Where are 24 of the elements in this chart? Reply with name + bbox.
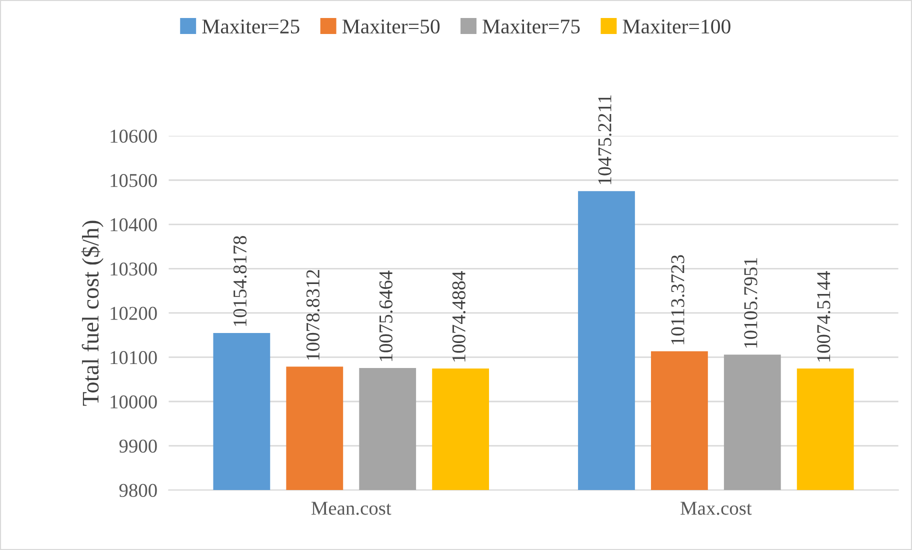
y-tick-label: 10300 bbox=[110, 262, 157, 276]
data-label: 10078.8312 bbox=[306, 270, 320, 360]
legend-label: Maxiter=50 bbox=[342, 19, 440, 34]
y-tick-label: 10100 bbox=[110, 351, 157, 364]
legend-label: Maxiter=75 bbox=[482, 20, 580, 34]
y-tick-label: 9900 bbox=[119, 440, 157, 453]
data-label: 10475.2211 bbox=[598, 95, 612, 184]
y-tick-label: 10600 bbox=[110, 130, 157, 143]
data-label: 10154.8178 bbox=[233, 236, 247, 326]
y-tick-label: 10500 bbox=[110, 174, 157, 188]
data-label: 10113.3723 bbox=[671, 255, 684, 344]
y-tick-label: 10000 bbox=[110, 395, 157, 408]
data-label: 10074.5144 bbox=[817, 271, 830, 362]
y-tick-label: 10400 bbox=[110, 218, 157, 232]
y-axis-title: Total fuel cost ($/h) bbox=[81, 220, 104, 406]
data-label: 10105.7951 bbox=[744, 258, 758, 348]
legend-label: Maxiter=100 bbox=[622, 19, 730, 34]
legend-label: Maxiter=25 bbox=[202, 20, 300, 34]
data-label: 10074.4884 bbox=[452, 271, 466, 362]
data-label: 10075.6464 bbox=[379, 270, 393, 361]
y-tick-label: 9800 bbox=[119, 484, 157, 497]
x-tick-label: Mean.cost bbox=[311, 502, 392, 515]
x-tick-label: Max.cost bbox=[680, 502, 752, 515]
y-tick-label: 10200 bbox=[110, 306, 157, 320]
